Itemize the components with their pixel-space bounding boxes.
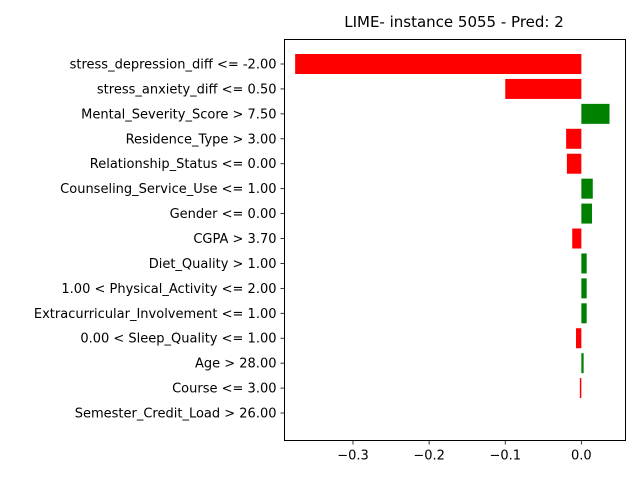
y-tick-label: 0.00 < Sleep_Quality <= 1.00 (80, 332, 276, 347)
y-tick-label: Extracurricular_Involvement <= 1.00 (34, 307, 277, 322)
y-tick-label: Mental_Severity_Score > 7.50 (81, 107, 276, 122)
plot-frame (284, 39, 626, 441)
bar-12 (581, 353, 584, 374)
x-tick-label: 0.0 (571, 449, 592, 464)
y-tick-label: Course <= 3.00 (172, 382, 276, 397)
bar-1 (505, 78, 582, 99)
x-tick-label: −0.3 (337, 449, 369, 464)
y-tick-label: Counseling_Service_Use <= 1.00 (60, 182, 276, 197)
y-tick-label: Residence_Type > 3.00 (126, 132, 277, 147)
chart-title: LIME- instance 5055 - Pred: 2 (344, 13, 564, 31)
x-axis: −0.3 −0.2 −0.1 0.0 (337, 440, 592, 464)
bar-6 (581, 203, 593, 224)
y-axis: stress_depression_diff <= -2.00 stress_an… (34, 58, 285, 422)
bars-group (295, 54, 610, 399)
bar-4 (566, 153, 582, 174)
y-tick-label: Relationship_Status <= 0.00 (90, 157, 277, 172)
x-tick-label: −0.1 (489, 449, 521, 464)
y-tick-label: CGPA > 3.70 (193, 232, 276, 247)
y-tick-label: Age > 28.00 (195, 357, 277, 372)
x-tick-label: −0.2 (413, 449, 445, 464)
bar-3 (566, 128, 582, 149)
bar-9 (581, 278, 587, 299)
bar-10 (581, 303, 587, 324)
bar-2 (581, 103, 610, 124)
y-tick-label: Diet_Quality > 1.00 (149, 257, 277, 272)
bar-8 (581, 253, 587, 274)
y-tick-label: Gender <= 0.00 (170, 207, 277, 222)
y-tick-label: 1.00 < Physical_Activity <= 2.00 (61, 282, 276, 297)
bar-11 (576, 328, 582, 349)
y-tick-label: stress_anxiety_diff <= 0.50 (97, 82, 277, 97)
y-tick-label: Semester_Credit_Load > 26.00 (75, 407, 277, 422)
bar-0 (295, 54, 582, 74)
y-tick-label: stress_depression_diff <= -2.00 (70, 58, 277, 73)
bar-5 (581, 178, 593, 199)
bar-7 (572, 228, 582, 249)
bar-13 (579, 378, 582, 399)
